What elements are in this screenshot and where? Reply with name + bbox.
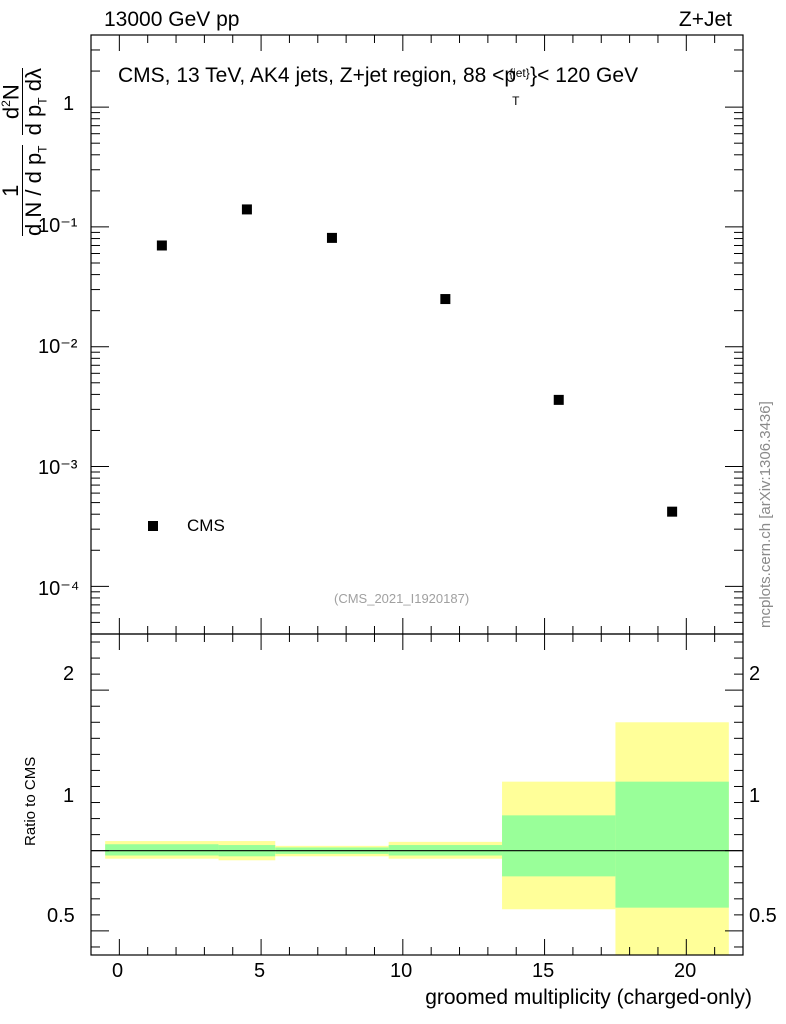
x-tick-label: 0 (112, 960, 124, 982)
legend-marker-icon (148, 521, 158, 531)
data-point (156, 240, 167, 251)
x-tick-label: 15 (532, 960, 555, 982)
y-tick-label-main: 10⁻⁴ (38, 578, 80, 600)
x-tick-label: 20 (674, 960, 697, 982)
data-point (553, 394, 564, 405)
ratio-y-axis-label: Ratio to CMS (22, 756, 39, 846)
ratio-bands (91, 722, 743, 955)
data-point (667, 506, 678, 517)
legend-entry-cms: CMS (187, 516, 225, 535)
x-tick-label: 10 (390, 960, 413, 982)
analysis-annotation: (CMS_2021_I1920187) (334, 591, 470, 606)
ratio-y-tick-left: 0.5 (47, 905, 75, 927)
ratio-plot-frame (90, 633, 744, 956)
watermark: mcplots.cern.ch [arXiv:1306.3436] (757, 401, 774, 628)
data-points (156, 204, 678, 517)
ratio-y-tick-left: 2 (63, 663, 75, 685)
x-axis-label: groomed multiplicity (charged-only) (425, 986, 752, 1009)
y-tick-label-main: 10⁻¹ (38, 215, 78, 237)
energy-label: 13000 GeV pp (104, 8, 240, 31)
ratio-band-inner (105, 844, 219, 856)
main-plot-frame (90, 34, 744, 635)
ratio-band-inner (502, 815, 616, 877)
y-tick-label-main: 10⁻³ (38, 457, 78, 479)
ratio-y-tick-left: 1 (63, 785, 75, 807)
y-tick-label-main: 10⁻² (38, 336, 78, 358)
data-point (326, 232, 337, 243)
data-point (241, 204, 252, 215)
ratio-y-tick-right: 2 (749, 663, 761, 685)
ratio-y-tick-right: 1 (749, 785, 761, 807)
plot-frames (90, 34, 744, 956)
x-tick-label: 5 (254, 960, 266, 982)
ratio-y-tick-right: 0.5 (749, 905, 777, 927)
process-label: Z+Jet (678, 8, 732, 31)
ratio-band-inner (615, 781, 729, 908)
axis-ticks (90, 34, 744, 955)
data-point (440, 294, 451, 305)
main-y-axis-label: 1 d N / d pT d2N d pT dλ (0, 68, 50, 236)
y-tick-label-main: 1 (63, 93, 75, 115)
chart-title: CMS, 13 TeV, AK4 jets, Z+jet region, 88 … (118, 64, 639, 108)
